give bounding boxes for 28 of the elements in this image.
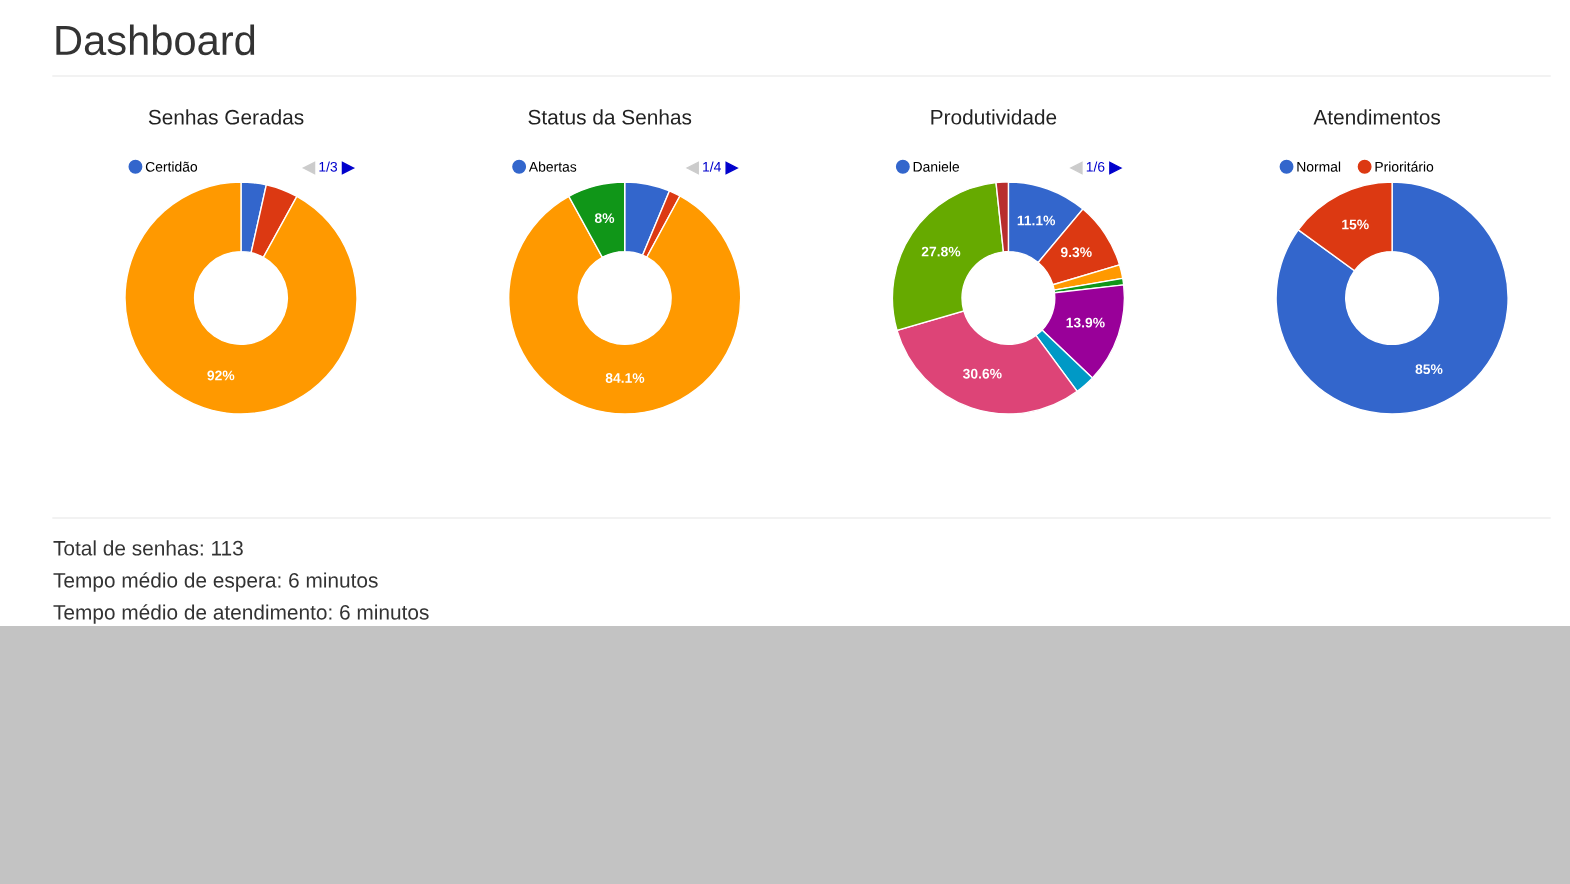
data-label: 85% [1415, 364, 1443, 375]
legend-label: Normal [1297, 161, 1341, 172]
donut-slice [124, 181, 358, 415]
data-label: 92% [207, 370, 235, 381]
text: Tempo médio de espera: 6 minutos [53, 572, 378, 592]
text: 1/3 [319, 161, 338, 172]
data-label: 84.1% [605, 373, 645, 383]
text: Total de senhas: 113 [53, 540, 243, 556]
legend-label: Prioritário [1375, 161, 1434, 172]
legend-label: Certidão [145, 161, 198, 172]
text: 1/4 [703, 161, 721, 172]
text: Tempo médio de atendimento: 6 minutos [53, 604, 429, 624]
data-label: 27.8% [921, 246, 961, 257]
text: Dashboard [56, 24, 255, 56]
data-label: 30.6% [962, 368, 1002, 379]
chart-title: Atendimentos [1313, 109, 1441, 125]
text: 1/6 [1086, 161, 1105, 172]
data-label: 8% [594, 213, 615, 224]
chart-title: Senhas Geradas [148, 109, 304, 125]
donut-slice [1275, 181, 1509, 415]
legend-label: Daniele [913, 161, 960, 172]
chart-title: Status da Senhas [528, 109, 692, 125]
data-label: 9.3% [1060, 247, 1092, 258]
chart-title: Produtividade [931, 109, 1057, 125]
legend-label: Abertas [528, 161, 577, 172]
data-label: 13.9% [1066, 317, 1105, 328]
data-label: 11.1% [1017, 215, 1056, 226]
data-label: 15% [1342, 219, 1369, 230]
